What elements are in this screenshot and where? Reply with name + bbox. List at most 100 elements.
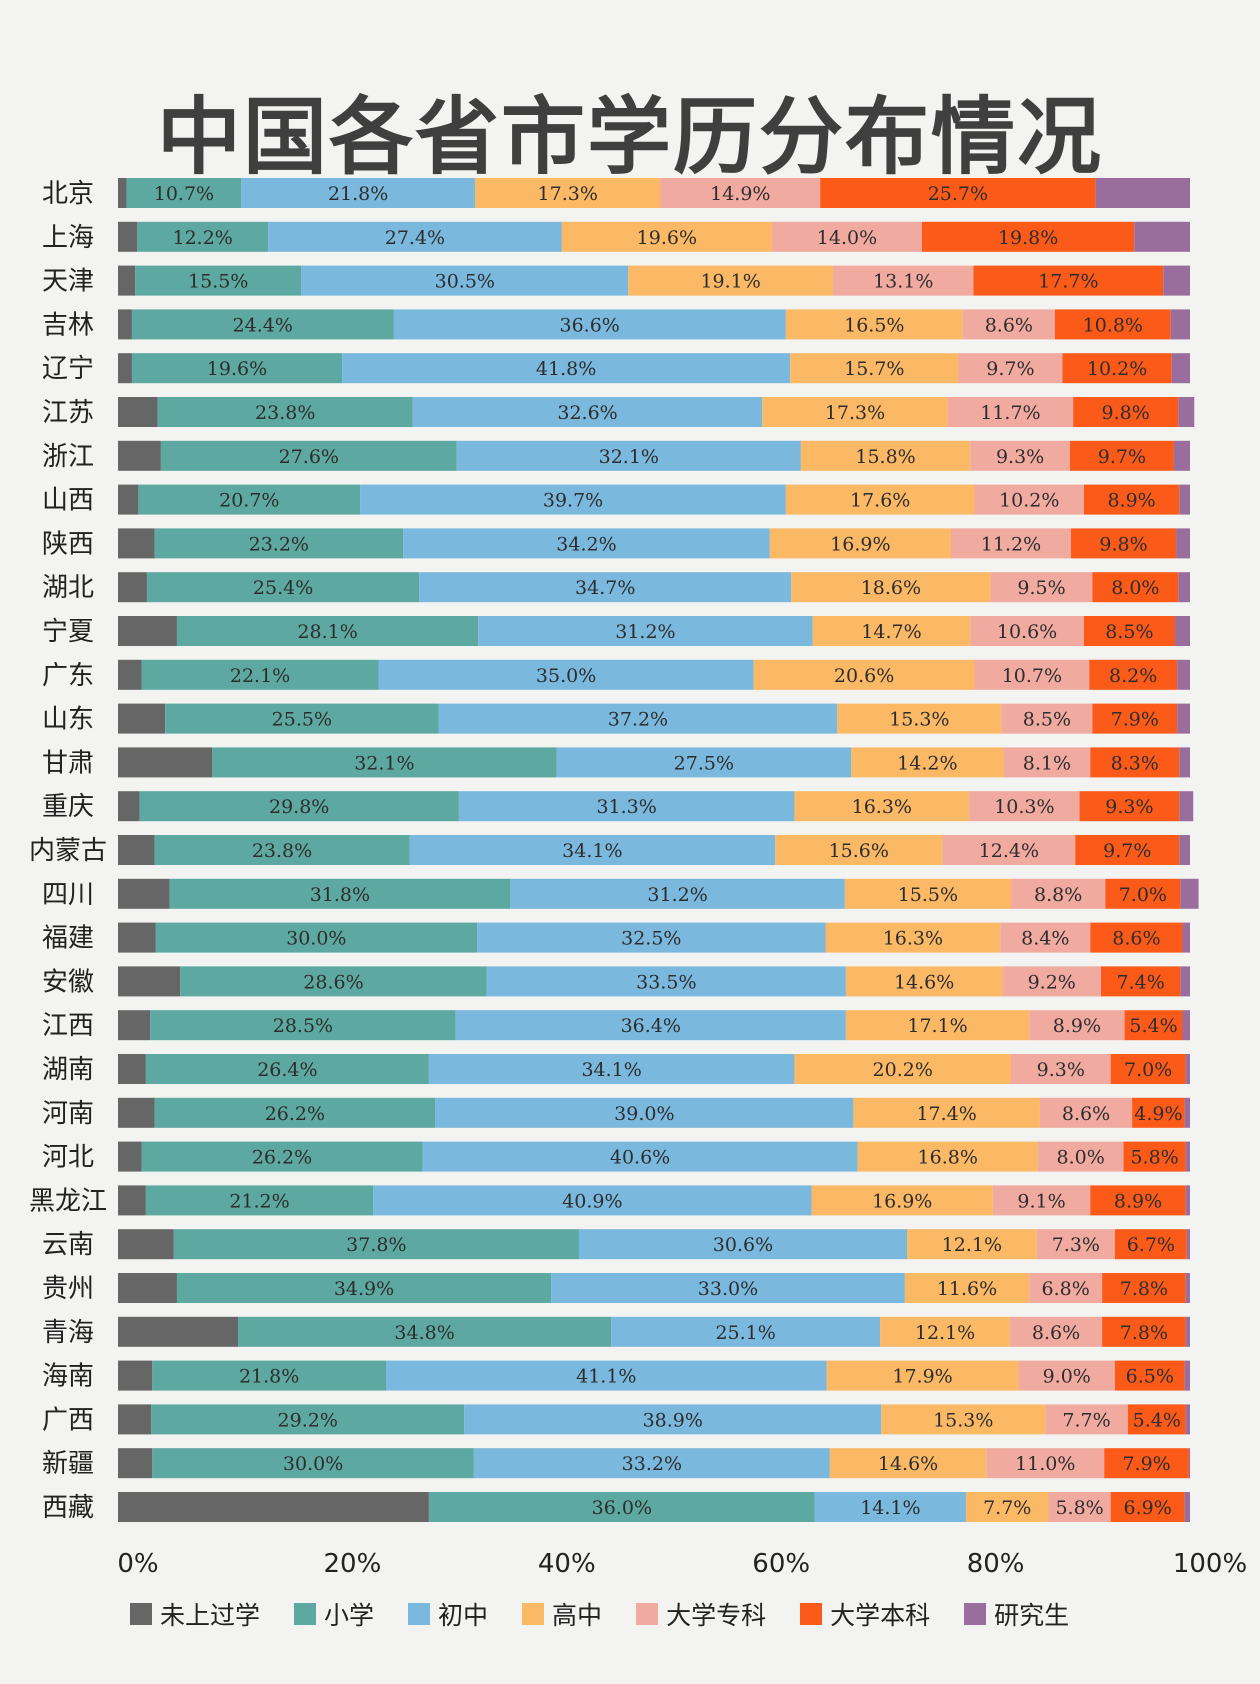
legend-label: 研究生	[994, 1601, 1070, 1630]
data-label: 38.9%	[643, 1409, 703, 1431]
bar-segment	[1185, 1316, 1190, 1347]
data-label: 6.9%	[1124, 1497, 1172, 1519]
bar-segment	[845, 966, 1003, 997]
data-label: 23.2%	[249, 533, 309, 555]
bar-segment	[176, 1273, 552, 1303]
category-label: 福建	[42, 924, 94, 954]
bar-segment	[154, 528, 404, 559]
bar-segment	[962, 309, 1055, 340]
bar-segment	[155, 922, 478, 953]
category-label: 四川	[42, 880, 94, 910]
legend-label: 大学专科	[666, 1601, 767, 1630]
data-label: 19.6%	[637, 227, 697, 249]
legend-label: 初中	[438, 1601, 489, 1630]
bar-segment	[811, 1185, 993, 1216]
bar-segment	[474, 178, 661, 208]
data-label: 8.1%	[1023, 752, 1071, 774]
bar-segment	[1177, 659, 1190, 690]
bar-segment	[1083, 484, 1180, 515]
data-label: 32.1%	[599, 446, 659, 468]
data-label: 10.3%	[994, 796, 1054, 818]
bar-segment	[176, 616, 479, 646]
data-label: 17.7%	[1038, 271, 1098, 293]
data-label: 14.6%	[894, 971, 954, 993]
data-label: 9.8%	[1102, 402, 1150, 424]
bar-segment	[1180, 878, 1199, 909]
category-label: 海南	[42, 1362, 94, 1392]
legend-label: 高中	[552, 1601, 603, 1630]
bar-segment	[1182, 1010, 1190, 1041]
data-label: 10.2%	[999, 490, 1059, 512]
bar-segment	[386, 1360, 827, 1391]
data-label: 9.8%	[1099, 533, 1147, 555]
bar-segment	[118, 703, 166, 734]
bar-segment	[992, 1185, 1091, 1216]
category-label: 河北	[42, 1143, 94, 1173]
bar-segment	[403, 528, 770, 559]
data-label: 12.2%	[173, 227, 233, 249]
data-label: 13.1%	[873, 271, 933, 293]
bar-segment	[794, 791, 970, 822]
bar-segment	[1048, 1492, 1111, 1522]
bar-segment	[118, 922, 156, 953]
bar-segment	[881, 1404, 1046, 1435]
bar-segment	[1090, 1185, 1186, 1216]
bar-segment	[1009, 1316, 1103, 1347]
bar-segment	[785, 309, 963, 340]
bar-segment	[173, 1229, 579, 1260]
bar-segment	[1185, 1404, 1190, 1435]
bar-segment	[118, 1273, 177, 1303]
data-label: 29.8%	[269, 796, 329, 818]
data-label: 23.8%	[252, 840, 312, 862]
bar-segment	[118, 1097, 155, 1128]
data-label: 9.7%	[1098, 446, 1146, 468]
bar-segment	[458, 791, 795, 822]
data-label: 14.0%	[817, 227, 877, 249]
category-label: 江西	[42, 1011, 94, 1041]
bar-segment	[1177, 703, 1190, 734]
data-label: 6.5%	[1126, 1366, 1174, 1388]
bar-segment	[990, 572, 1093, 603]
bar-segment	[118, 1448, 153, 1479]
bar-segment	[1029, 1010, 1125, 1041]
data-label: 12.1%	[942, 1234, 1002, 1256]
bar-segment	[853, 1097, 1040, 1128]
data-label: 33.5%	[636, 971, 696, 993]
data-label: 21.2%	[229, 1190, 289, 1212]
data-label: 32.6%	[557, 402, 617, 424]
bar-segment	[829, 1448, 987, 1479]
data-label: 16.9%	[830, 533, 890, 555]
category-label: 西藏	[42, 1493, 94, 1523]
bar-segment	[1089, 659, 1178, 690]
data-label: 15.3%	[889, 709, 949, 731]
data-label: 7.4%	[1117, 971, 1165, 993]
data-label: 19.6%	[207, 358, 267, 380]
bar-segment	[412, 397, 763, 427]
bar-segment	[1127, 1404, 1186, 1435]
data-label: 11.2%	[981, 533, 1041, 555]
bar-segment	[118, 747, 213, 778]
bar-segment	[118, 616, 177, 646]
data-label: 14.7%	[861, 621, 921, 643]
bar-segment	[753, 659, 975, 690]
bar-segment	[180, 966, 487, 997]
bar-segment	[1186, 1229, 1190, 1260]
data-label: 31.8%	[310, 884, 370, 906]
bar-segment	[845, 1010, 1030, 1041]
bar-segment	[1018, 1360, 1115, 1391]
bar-segment	[118, 397, 158, 427]
bar-segment	[814, 1492, 966, 1522]
bar-segment	[1010, 1054, 1111, 1084]
bar-segment	[160, 440, 457, 471]
data-label: 15.8%	[855, 446, 915, 468]
data-label: 20.6%	[834, 665, 894, 687]
data-label: 5.8%	[1130, 1147, 1178, 1169]
data-label: 8.5%	[1105, 621, 1153, 643]
data-label: 9.3%	[1037, 1059, 1085, 1081]
bar-segment	[118, 966, 181, 997]
bar-segment	[950, 528, 1071, 559]
data-label: 8.9%	[1053, 1015, 1101, 1037]
data-label: 7.9%	[1111, 709, 1159, 731]
data-label: 9.3%	[996, 446, 1044, 468]
data-label: 19.8%	[998, 227, 1058, 249]
